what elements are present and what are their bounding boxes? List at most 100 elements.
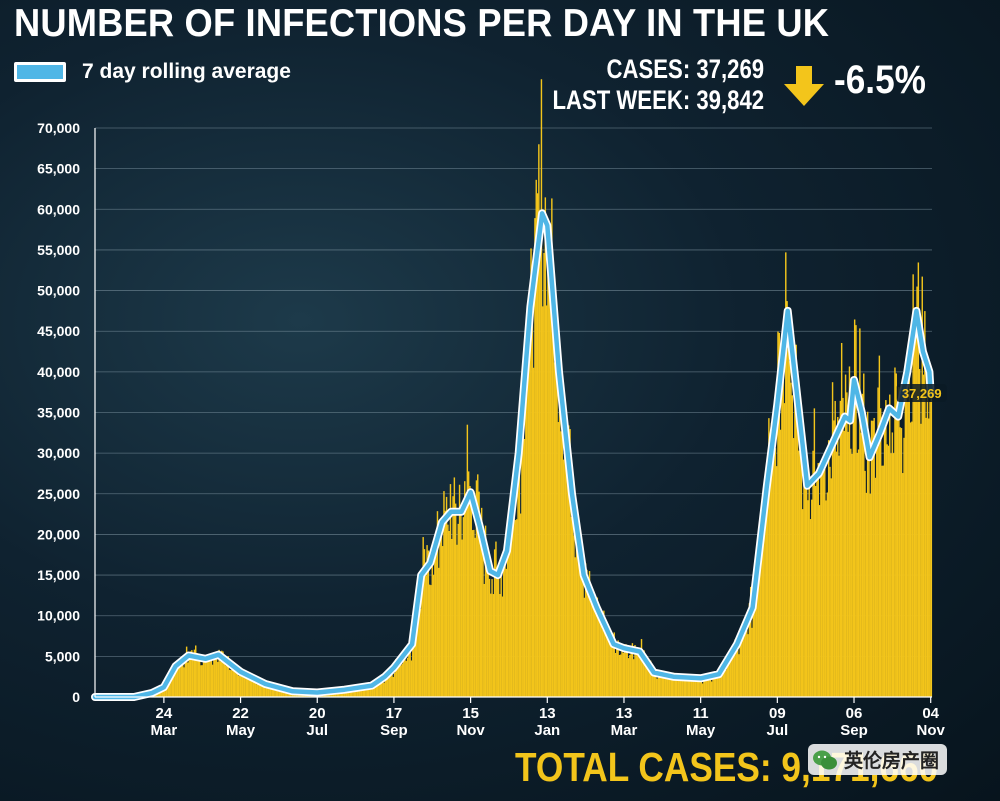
daily-bar [635,651,638,697]
daily-bar [824,463,826,697]
daily-bar [662,673,665,697]
y-tick-label: 60,000 [37,201,80,217]
daily-bar [172,666,175,697]
daily-bar [508,535,510,697]
daily-bar [874,477,877,697]
daily-bar [634,645,636,697]
daily-bar [701,683,704,697]
daily-bar [622,652,625,697]
daily-bar [548,265,550,697]
daily-bar [171,671,174,697]
daily-bar [179,658,181,697]
daily-bar [915,334,917,697]
axes: 0 5,000 10,000 15,000 20,000 25,000 30,000 35,0… [37,120,945,739]
daily-bar [787,349,790,697]
daily-bar [887,445,890,697]
daily-bar [582,570,584,697]
daily-bar [250,676,253,697]
daily-bar [170,673,172,697]
daily-bar [895,373,897,697]
daily-bar [683,680,686,697]
y-tick-label: 45,000 [37,323,80,339]
daily-bar [795,344,797,697]
chart-title: NUMBER OF INFECTIONS PER DAY IN THE UK [14,2,830,45]
daily-bar [224,665,227,697]
daily-bar [733,645,735,697]
daily-bar [886,444,888,697]
daily-bar [386,672,388,697]
daily-bar [496,568,498,697]
daily-bar [743,633,745,697]
daily-bar [868,460,870,697]
daily-bar [221,650,223,697]
daily-bar [228,669,231,697]
daily-bar [205,660,207,697]
y-tick-label: 70,000 [37,120,80,136]
daily-bar [855,325,857,697]
rolling-average-series [92,211,933,700]
daily-bar [557,422,560,697]
daily-bar [504,552,506,697]
daily-bar [768,418,770,697]
daily-bar [652,671,654,697]
daily-bar [495,541,497,697]
x-tick-day: 04 [922,705,939,722]
daily-bar [773,415,775,697]
daily-bar [422,537,424,697]
daily-bar [269,685,271,697]
daily-bar [805,466,808,697]
daily-bar [383,682,385,697]
daily-bar [487,573,489,697]
daily-bar [738,654,740,697]
daily-bar [456,544,458,697]
daily-bar [928,418,930,697]
daily-bar [783,403,786,697]
x-tick-month: Jan [534,722,560,739]
daily-bar [883,424,886,697]
daily-bar [237,675,240,697]
daily-bar [864,470,866,697]
daily-bar [232,663,235,697]
daily-bar [798,450,800,697]
daily-bar [664,678,666,697]
daily-bar [475,480,478,697]
daily-bar [925,417,927,697]
daily-bar [560,431,562,697]
daily-bar [800,462,803,697]
daily-bar [710,681,713,697]
daily-bar [668,676,670,697]
daily-bar [443,491,445,697]
x-tick-day: 13 [539,705,556,722]
daily-bar [176,661,179,697]
daily-bar [604,628,606,697]
daily-bar [430,585,432,697]
daily-bar [283,689,285,697]
daily-bar [625,644,627,697]
daily-bar [614,652,617,697]
daily-bar [428,584,431,697]
daily-bar [426,545,428,697]
x-tick-month: May [686,722,716,739]
daily-bar [267,685,270,697]
daily-bar [387,676,389,697]
daily-bar [790,382,792,697]
end-label-bg [896,384,947,403]
daily-bar [636,647,639,697]
daily-bar [588,571,591,697]
daily-bar [643,650,645,697]
x-tick-month: Jul [766,722,788,739]
daily-bar [712,675,714,697]
daily-bar [792,438,795,697]
daily-bar [751,627,753,697]
daily-bar [447,524,449,697]
daily-bar [575,545,578,697]
daily-bar [834,400,836,697]
daily-bar [354,689,357,697]
x-tick-month: Nov [917,722,946,739]
daily-bar [697,679,700,697]
daily-bar [659,670,661,697]
daily-bar [449,484,452,697]
daily-bar [796,412,799,697]
daily-bar [912,274,914,697]
daily-bar [872,420,874,697]
